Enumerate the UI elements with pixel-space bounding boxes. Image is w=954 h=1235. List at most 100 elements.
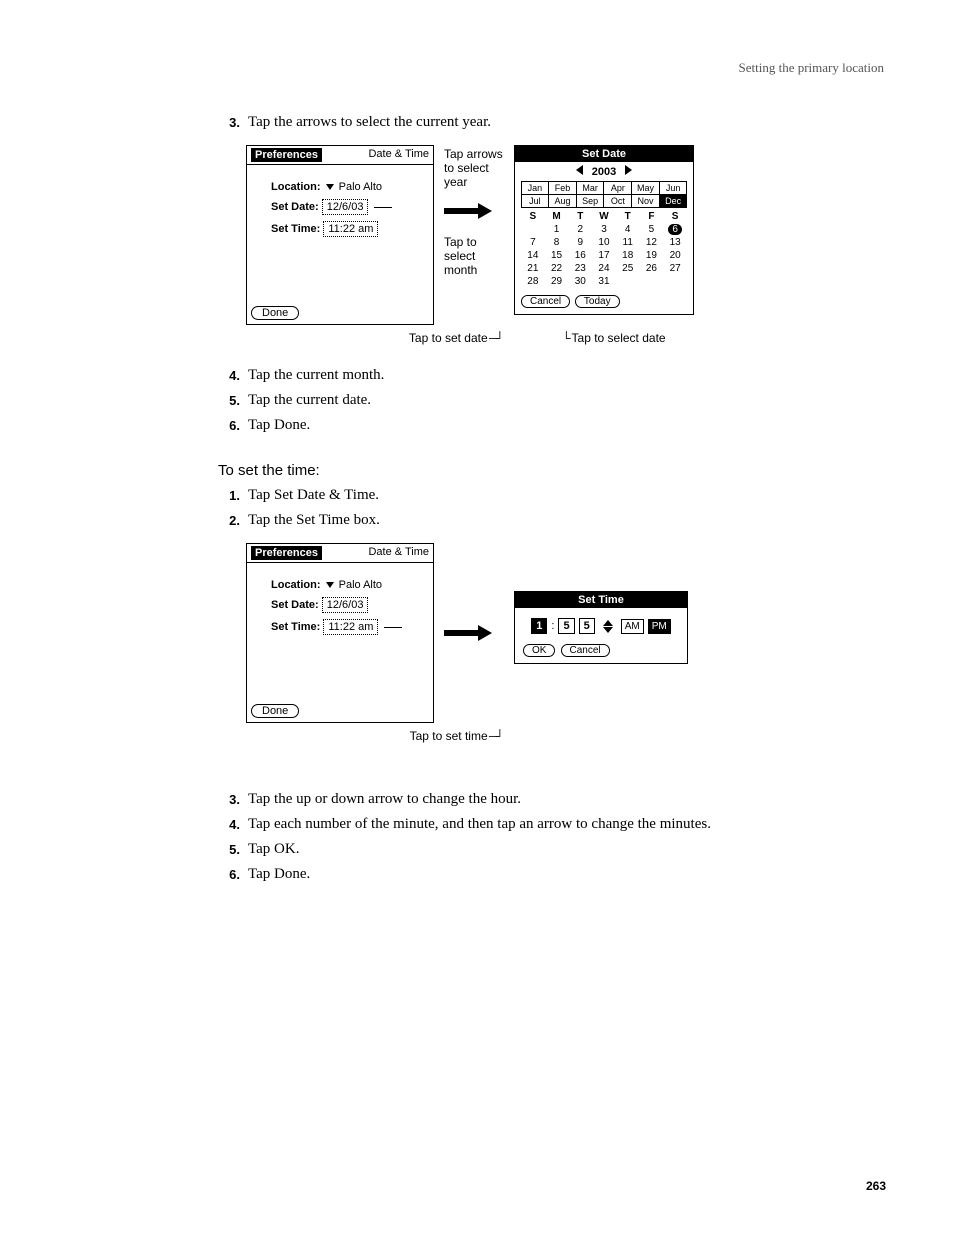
date-cell[interactable]: 28 xyxy=(521,276,545,289)
step-text: Tap the current date. xyxy=(248,392,884,409)
done-button[interactable]: Done xyxy=(251,306,299,320)
date-cell[interactable]: 14 xyxy=(521,250,545,263)
figure-row-2: Preferences Date & Time Location: Palo A… xyxy=(246,543,884,723)
location-label: Location: xyxy=(271,579,321,591)
date-cell[interactable]: 3 xyxy=(592,224,616,237)
done-button[interactable]: Done xyxy=(251,704,299,718)
cancel-button[interactable]: Cancel xyxy=(561,644,610,657)
spinner-down-icon[interactable] xyxy=(603,627,613,633)
step-text: Tap the current month. xyxy=(248,367,884,384)
date-cell[interactable]: 18 xyxy=(616,250,640,263)
date-cell[interactable]: 17 xyxy=(592,250,616,263)
step-text: Tap the up or down arrow to change the h… xyxy=(248,791,884,808)
location-value[interactable]: Palo Alto xyxy=(339,181,382,193)
step-number: 1. xyxy=(218,487,240,504)
spinner-up-icon[interactable] xyxy=(603,620,613,626)
settime-panel: Set Time 1 : 5 5 AM PM OK xyxy=(514,591,688,664)
date-cell[interactable]: 27 xyxy=(663,263,687,276)
date-cell xyxy=(616,276,640,289)
year-next-icon[interactable] xyxy=(625,165,632,178)
date-cell[interactable]: 13 xyxy=(663,237,687,250)
date-cell[interactable]: 9 xyxy=(568,237,592,250)
date-cell[interactable]: 5 xyxy=(640,224,664,237)
date-cell[interactable]: 29 xyxy=(545,276,569,289)
preferences-panel: Preferences Date & Time Location: Palo A… xyxy=(246,145,434,325)
year-value: 2003 xyxy=(592,166,616,178)
date-cell[interactable]: 2 xyxy=(568,224,592,237)
dow-cell: F xyxy=(640,211,664,224)
step-text: Tap each number of the minute, and then … xyxy=(248,816,884,833)
callout-arrows: Tap arrows to select year xyxy=(444,147,504,189)
cancel-button[interactable]: Cancel xyxy=(521,295,570,308)
settime-box[interactable]: 11:22 am xyxy=(323,221,378,237)
running-header: Setting the primary location xyxy=(0,60,954,106)
month-cell[interactable]: Apr xyxy=(603,181,632,195)
month-cell[interactable]: Aug xyxy=(548,194,577,208)
pref-title-right: Date & Time xyxy=(368,148,429,162)
month-cell[interactable]: Jan xyxy=(521,181,550,195)
year-prev-icon[interactable] xyxy=(576,165,583,178)
today-button[interactable]: Today xyxy=(575,295,620,308)
date-cell[interactable]: 1 xyxy=(545,224,569,237)
date-cell[interactable]: 31 xyxy=(592,276,616,289)
step-list-a: 3. Tap the arrows to select the current … xyxy=(218,114,884,131)
date-grid: 1234567891011121314151617181920212223242… xyxy=(515,224,693,289)
date-cell[interactable]: 8 xyxy=(545,237,569,250)
step-number: 5. xyxy=(218,841,240,858)
dropdown-icon[interactable] xyxy=(326,184,334,190)
month-cell[interactable]: Jun xyxy=(659,181,688,195)
step-number: 4. xyxy=(218,367,240,384)
date-cell[interactable]: 11 xyxy=(616,237,640,250)
location-value[interactable]: Palo Alto xyxy=(339,579,382,591)
month-cell[interactable]: Mar xyxy=(576,181,605,195)
month-cell[interactable]: Feb xyxy=(548,181,577,195)
date-cell[interactable]: 20 xyxy=(663,250,687,263)
am-button[interactable]: AM xyxy=(621,619,644,634)
month-cell[interactable]: May xyxy=(631,181,660,195)
step-text: Tap the Set Time box. xyxy=(248,512,884,529)
setdate-label: Set Date: xyxy=(271,599,319,611)
setdate-panel: Set Date 2003 JanFebMarAprMayJun JulAugSe… xyxy=(514,145,694,315)
step-number: 2. xyxy=(218,512,240,529)
date-cell[interactable]: 23 xyxy=(568,263,592,276)
month-cell[interactable]: Oct xyxy=(603,194,632,208)
callout-column: Tap arrows to select year Tap to select … xyxy=(444,145,504,277)
setdate-box[interactable]: 12/6/03 xyxy=(322,199,369,215)
date-cell[interactable]: 10 xyxy=(592,237,616,250)
callout-month: Tap to select month xyxy=(444,235,504,277)
date-cell[interactable]: 15 xyxy=(545,250,569,263)
date-cell[interactable]: 6 xyxy=(663,224,687,237)
caption-select-date: Tap to select date xyxy=(562,331,666,345)
date-cell[interactable]: 4 xyxy=(616,224,640,237)
step-text: Tap Done. xyxy=(248,866,884,883)
month-cell[interactable]: Dec xyxy=(659,194,688,208)
date-cell[interactable]: 25 xyxy=(616,263,640,276)
dow-row: SMTWTFS xyxy=(521,211,687,224)
min1-digit[interactable]: 5 xyxy=(558,618,574,634)
setdate-title: Set Date xyxy=(515,146,693,162)
ok-button[interactable]: OK xyxy=(523,644,555,657)
date-cell[interactable]: 30 xyxy=(568,276,592,289)
date-cell[interactable]: 16 xyxy=(568,250,592,263)
hour-digit[interactable]: 1 xyxy=(531,618,547,634)
date-cell[interactable]: 22 xyxy=(545,263,569,276)
pref-title-left: Preferences xyxy=(251,148,322,162)
date-cell[interactable]: 21 xyxy=(521,263,545,276)
month-cell[interactable]: Sep xyxy=(576,194,605,208)
month-cell[interactable]: Nov xyxy=(631,194,660,208)
min2-digit[interactable]: 5 xyxy=(579,618,595,634)
settime-box[interactable]: 11:22 am xyxy=(323,619,378,635)
date-cell[interactable]: 12 xyxy=(640,237,664,250)
month-cell[interactable]: Jul xyxy=(521,194,550,208)
dropdown-icon[interactable] xyxy=(326,582,334,588)
dow-cell: M xyxy=(545,211,569,224)
pm-button[interactable]: PM xyxy=(648,619,671,634)
date-cell[interactable]: 7 xyxy=(521,237,545,250)
date-cell[interactable]: 24 xyxy=(592,263,616,276)
arrow-right-icon xyxy=(444,205,494,217)
setdate-box[interactable]: 12/6/03 xyxy=(322,597,369,613)
date-cell xyxy=(640,276,664,289)
date-cell[interactable]: 26 xyxy=(640,263,664,276)
pref-titlebar: Preferences Date & Time xyxy=(247,146,433,165)
date-cell[interactable]: 19 xyxy=(640,250,664,263)
